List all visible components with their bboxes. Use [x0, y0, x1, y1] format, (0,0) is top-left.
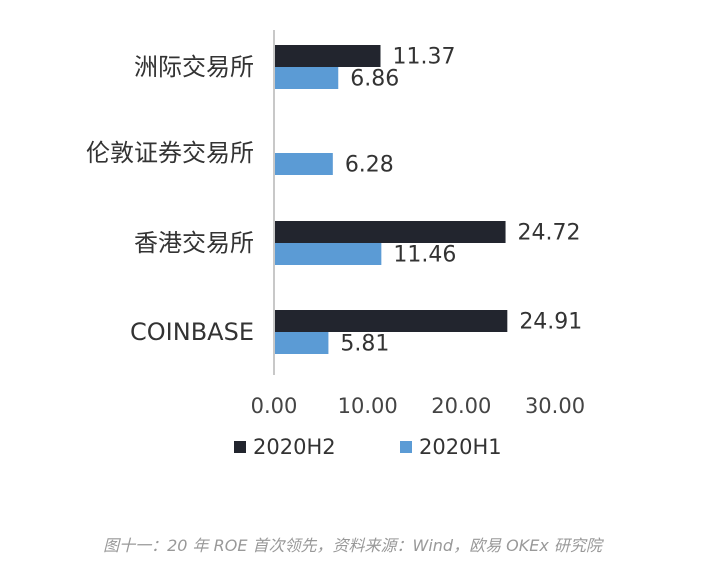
- bar-2020h2: [274, 310, 508, 332]
- category-label: 洲际交易所: [134, 53, 254, 81]
- data-label: 6.28: [345, 153, 394, 178]
- figure-caption: 图十一：20 年 ROE 首次领先，资料来源：Wind，欧易 OKEx 研究院: [103, 536, 602, 555]
- legend-swatch: [234, 441, 246, 453]
- bar-2020h2: [274, 221, 506, 243]
- x-tick-label: 0.00: [251, 394, 298, 418]
- x-tick-label: 20.00: [431, 394, 491, 418]
- data-label: 11.37: [392, 45, 455, 70]
- bar-2020h1: [274, 243, 382, 265]
- category-label: 伦敦证券交易所: [86, 139, 254, 167]
- bar-2020h1: [274, 332, 329, 354]
- x-tick-label: 10.00: [338, 394, 398, 418]
- bar-2020h1: [274, 67, 339, 89]
- bar-2020h1: [274, 153, 333, 175]
- legend-label: 2020H1: [419, 435, 502, 459]
- legend: 2020H2 2020H1: [234, 435, 502, 459]
- category-label: 香港交易所: [134, 229, 254, 257]
- data-label: 6.86: [350, 67, 399, 92]
- value-labels: 11.376.86 6.28 24.72 11.46 24.91 5.81: [340, 45, 582, 357]
- bar-2020h2: [274, 45, 381, 67]
- legend-swatch: [400, 441, 412, 453]
- legend-label: 2020H2: [253, 435, 336, 459]
- x-tick-label: 30.00: [525, 394, 585, 418]
- data-label: 11.46: [393, 243, 456, 268]
- category-label: COINBASE: [130, 318, 254, 346]
- x-tick-labels: 0.00 10.00 20.00 30.00: [251, 394, 585, 418]
- data-label: 5.81: [340, 332, 389, 357]
- data-label: 24.91: [519, 310, 582, 335]
- bars: [274, 45, 508, 354]
- data-label: 24.72: [518, 221, 581, 246]
